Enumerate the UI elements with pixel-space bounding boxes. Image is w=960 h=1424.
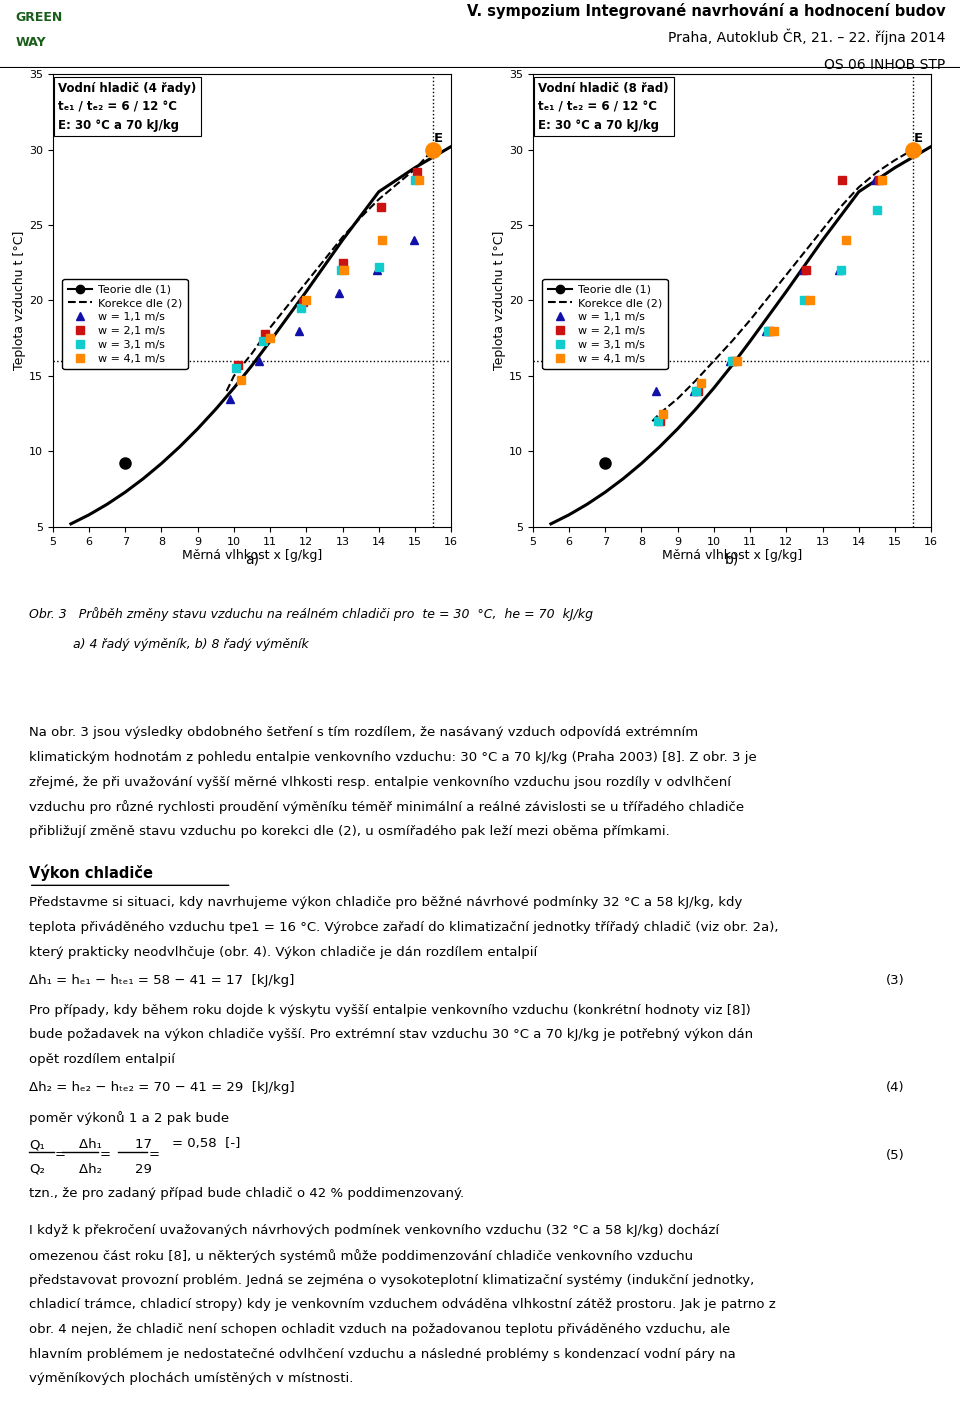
Text: výměníkových plochách umístěných v místnosti.: výměníkových plochách umístěných v místn… xyxy=(29,1373,353,1386)
Text: E: E xyxy=(914,132,923,145)
Text: =: = xyxy=(55,1149,65,1162)
Text: vzduchu pro různé rychlosti proudění výměníku téměř minimální a reálné závislost: vzduchu pro různé rychlosti proudění vým… xyxy=(29,800,744,815)
Text: Praha, Autoklub ČR, 21. – 22. října 2014: Praha, Autoklub ČR, 21. – 22. října 2014 xyxy=(668,28,946,46)
Text: Δh₂ = hₑ₂ − hₜₑ₂ = 70 − 41 = 29  [kJ/kg]: Δh₂ = hₑ₂ − hₜₑ₂ = 70 − 41 = 29 [kJ/kg] xyxy=(29,1081,295,1095)
Text: Vodní hladič (8 řad)
tₑ₁ / tₑ₂ = 6 / 12 °C
E: 30 °C a 70 kJ/kg: Vodní hladič (8 řad) tₑ₁ / tₑ₂ = 6 / 12 … xyxy=(539,81,669,131)
Text: I když k překročení uvažovaných návrhových podmínek venkovního vzduchu (32 °C a : I když k překročení uvažovaných návrhový… xyxy=(29,1225,719,1237)
Text: V. sympozium Integrované navrhování a hodnocení budov: V. sympozium Integrované navrhování a ho… xyxy=(467,3,946,19)
Text: a) 4 řadý výměník, b) 8 řadý výměník: a) 4 řadý výměník, b) 8 řadý výměník xyxy=(29,638,308,651)
X-axis label: Měrná vlhkost x [g/kg]: Měrná vlhkost x [g/kg] xyxy=(661,550,803,562)
Y-axis label: Teplota vzduchu t [°C]: Teplota vzduchu t [°C] xyxy=(13,231,26,370)
Text: tzn., že pro zadaný případ bude chladič o 42 % poddimenzovaný.: tzn., že pro zadaný případ bude chladič … xyxy=(29,1188,464,1200)
Text: Δh₁ = hₑ₁ − hₜₑ₁ = 58 − 41 = 17  [kJ/kg]: Δh₁ = hₑ₁ − hₜₑ₁ = 58 − 41 = 17 [kJ/kg] xyxy=(29,974,294,987)
Text: 17: 17 xyxy=(118,1138,153,1151)
Text: =: = xyxy=(149,1149,159,1162)
Text: (4): (4) xyxy=(886,1081,904,1095)
Text: b): b) xyxy=(725,553,739,567)
Text: Na obr. 3 jsou výsledky obdobného šetření s tím rozdílem, že nasávaný vzduch odp: Na obr. 3 jsou výsledky obdobného šetřen… xyxy=(29,726,698,739)
Text: bude požadavek na výkon chladiče vyšší. Pro extrémní stav vzduchu 30 °C a 70 kJ/: bude požadavek na výkon chladiče vyšší. … xyxy=(29,1028,753,1041)
Text: Q₁: Q₁ xyxy=(29,1138,44,1151)
Text: opět rozdílem entalpií: opět rozdílem entalpií xyxy=(29,1054,175,1067)
Text: Δh₁: Δh₁ xyxy=(62,1138,102,1151)
Text: poměr výkonů 1 a 2 pak bude: poměr výkonů 1 a 2 pak bude xyxy=(29,1111,228,1125)
Text: přibližují změně stavu vzduchu po korekci dle (2), u osmířadého pak leží mezi ob: přibližují změně stavu vzduchu po korekc… xyxy=(29,824,669,837)
Text: Výkon chladiče: Výkon chladiče xyxy=(29,864,153,881)
Text: omezenou část roku [8], u některých systémů může poddimenzování chladiče venkovn: omezenou část roku [8], u některých syst… xyxy=(29,1249,693,1263)
Text: a): a) xyxy=(245,553,259,567)
Text: E: E xyxy=(434,132,443,145)
Legend: Teorie dle (1), Korekce dle (2), w = 1,1 m/s, w = 2,1 m/s, w = 3,1 m/s, w = 4,1 : Teorie dle (1), Korekce dle (2), w = 1,1… xyxy=(542,279,668,369)
Text: Q₂: Q₂ xyxy=(29,1163,45,1176)
Text: OS 06 INHOB STP: OS 06 INHOB STP xyxy=(825,58,946,71)
Text: (3): (3) xyxy=(886,974,904,987)
Text: Pro případy, kdy během roku dojde k výskytu vyšší entalpie venkovního vzduchu (k: Pro případy, kdy během roku dojde k výsk… xyxy=(29,1004,751,1017)
Text: teplota přiváděného vzduchu tpe1 = 16 °C. Výrobce zařadí do klimatizační jednotk: teplota přiváděného vzduchu tpe1 = 16 °C… xyxy=(29,921,779,934)
Text: který prakticky neodvlhčuje (obr. 4). Výkon chladiče je dán rozdílem entalpií: který prakticky neodvlhčuje (obr. 4). Vý… xyxy=(29,946,537,958)
Text: klimatickým hodnotám z pohledu entalpie venkovního vzduchu: 30 °C a 70 kJ/kg (Pr: klimatickým hodnotám z pohledu entalpie … xyxy=(29,750,756,763)
Text: WAY: WAY xyxy=(15,36,46,48)
X-axis label: Měrná vlhkost x [g/kg]: Měrná vlhkost x [g/kg] xyxy=(181,550,323,562)
Text: (5): (5) xyxy=(886,1149,904,1162)
Text: =: = xyxy=(100,1149,110,1162)
Legend: Teorie dle (1), Korekce dle (2), w = 1,1 m/s, w = 2,1 m/s, w = 3,1 m/s, w = 4,1 : Teorie dle (1), Korekce dle (2), w = 1,1… xyxy=(62,279,188,369)
Text: Představme si situaci, kdy navrhujeme výkon chladiče pro běžné návrhové podmínky: Představme si situaci, kdy navrhujeme vý… xyxy=(29,897,742,910)
Text: GREEN: GREEN xyxy=(15,11,62,24)
Text: hlavním problémem je nedostatečné odvlhčení vzduchu a následné problémy s konden: hlavním problémem je nedostatečné odvlhč… xyxy=(29,1347,735,1361)
Text: 29: 29 xyxy=(118,1163,152,1176)
Text: představovat provozní problém. Jedná se zejména o vysokoteplotní klimatizační sy: představovat provozní problém. Jedná se … xyxy=(29,1274,754,1287)
Text: Δh₂: Δh₂ xyxy=(62,1163,102,1176)
Text: obr. 4 nejen, že chladič není schopen ochladit vzduch na požadovanou teplotu při: obr. 4 nejen, že chladič není schopen oc… xyxy=(29,1323,730,1336)
Text: Obr. 3   Průběh změny stavu vzduchu na reálném chladiči pro  te = 30  °C,  he = : Obr. 3 Průběh změny stavu vzduchu na reá… xyxy=(29,607,592,621)
Text: = 0,58  [-]: = 0,58 [-] xyxy=(172,1136,240,1151)
Text: zřejmé, že při uvažování vyšší měrné vlhkosti resp. entalpie venkovního vzduchu : zřejmé, že při uvažování vyšší měrné vlh… xyxy=(29,776,731,789)
Y-axis label: Teplota vzduchu t [°C]: Teplota vzduchu t [°C] xyxy=(493,231,506,370)
Text: chladicí trámce, chladicí stropy) kdy je venkovním vzduchem odváděna vlhkostní z: chladicí trámce, chladicí stropy) kdy je… xyxy=(29,1299,776,1312)
Text: Vodní hladič (4 řady)
tₑ₁ / tₑ₂ = 6 / 12 °C
E: 30 °C a 70 kJ/kg: Vodní hladič (4 řady) tₑ₁ / tₑ₂ = 6 / 12… xyxy=(59,81,197,131)
